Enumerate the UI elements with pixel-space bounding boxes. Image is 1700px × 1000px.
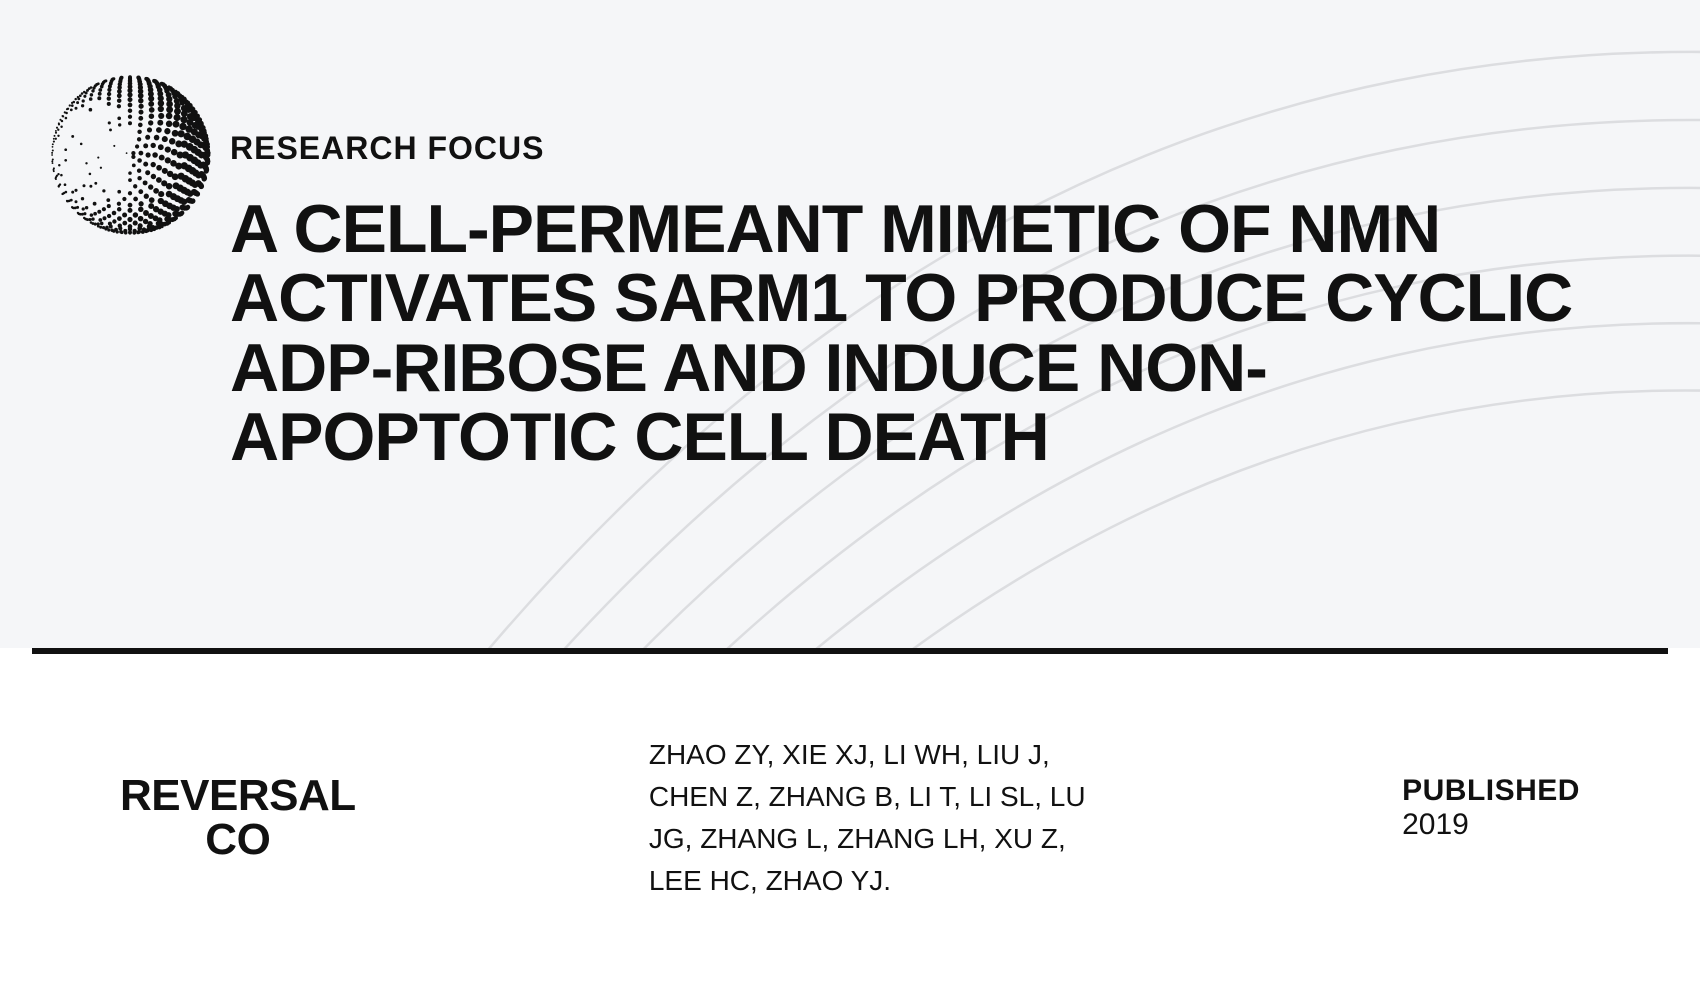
header-panel: RESEARCH FOCUS A CELL-PERMEANT MIMETIC O… (0, 0, 1700, 648)
brand-name: REVERSAL CO (120, 774, 356, 862)
logo-sphere-icon (45, 70, 215, 240)
published-label: PUBLISHED (1402, 774, 1580, 808)
brand-line-2: CO (120, 818, 356, 862)
footer-panel: REVERSAL CO ZHAO ZY, XIE XJ, LI WH, LIU … (0, 654, 1700, 1000)
published-year: 2019 (1402, 808, 1580, 842)
page-title: A CELL-PERMEANT MIMETIC OF NMN ACTIVATES… (230, 195, 1640, 472)
eyebrow-label: RESEARCH FOCUS (230, 130, 544, 167)
published-block: PUBLISHED 2019 (1402, 774, 1580, 842)
brand-line-1: REVERSAL (120, 774, 356, 818)
authors-list: ZHAO ZY, XIE XJ, LI WH, LIU J, CHEN Z, Z… (649, 734, 1109, 902)
